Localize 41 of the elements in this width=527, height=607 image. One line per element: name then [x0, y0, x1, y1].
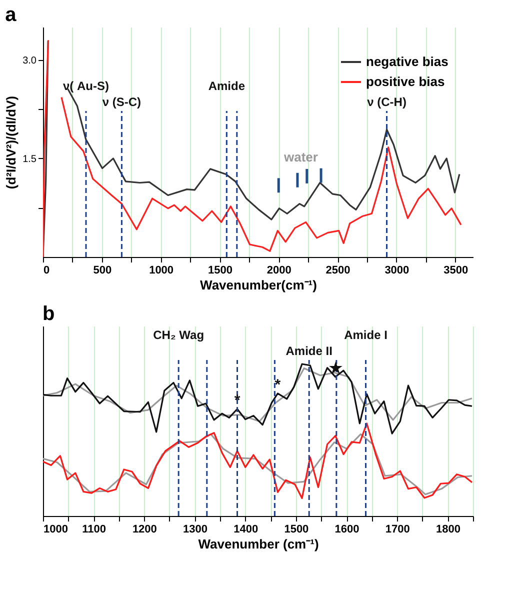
chart-title: b: [42, 303, 55, 325]
x-tick-label: 2500: [326, 264, 350, 276]
x-tick-label: 1700: [385, 524, 410, 536]
x-tick-label: 1100: [82, 524, 106, 536]
y-tick-label: 3.0: [22, 55, 37, 66]
x-tick-label: 1200: [132, 524, 157, 536]
x-tick-label: 1500: [284, 524, 309, 536]
ref-line-label: Amide I: [344, 328, 388, 342]
x-tick-label: 1300: [183, 524, 208, 536]
x-tick-label: 3000: [384, 264, 410, 276]
annotation: ★: [328, 360, 343, 377]
ref-line-label: ν (S-C): [102, 95, 142, 109]
ref-line-label: ν (C-H): [367, 95, 406, 109]
x-tick-label: 3500: [444, 264, 468, 276]
x-axis-title: Wavenumber (cm⁻¹): [198, 536, 319, 552]
x-axis-title: Wavenumber(cm⁻¹): [200, 278, 317, 292]
bar: [277, 178, 280, 193]
x-tick-label: 0: [44, 264, 50, 276]
ref-line-label: CH₂ Wag: [153, 328, 204, 342]
y-axis-title: (d²I/dV²)/(dI/dV): [4, 96, 19, 190]
x-tick-label: 1600: [334, 524, 360, 536]
ref-line-label: Amide: [208, 79, 246, 93]
bar: [320, 168, 322, 183]
x-tick-label: 1000: [44, 524, 68, 536]
chart-title: a: [5, 4, 18, 26]
ref-line-label: Amide II: [286, 344, 332, 358]
legend-label: negative bias: [366, 54, 448, 69]
y-tick-label: 1.5: [22, 154, 37, 165]
x-tick-label: 1400: [234, 524, 258, 536]
x-tick-label: 2000: [266, 264, 292, 276]
series-label: water: [283, 149, 318, 164]
annotation: *: [274, 376, 281, 394]
x-tick-label: 1800: [436, 524, 460, 536]
x-tick-label: 1000: [149, 264, 174, 276]
annotation: *: [234, 392, 240, 409]
x-tick-label: 500: [93, 264, 112, 276]
x-tick-label: 1500: [208, 264, 232, 276]
bar: [296, 172, 299, 188]
bar: [306, 168, 308, 184]
legend-label: positive bias: [366, 74, 445, 89]
ref-line-label: ν( Au-S): [63, 79, 109, 93]
